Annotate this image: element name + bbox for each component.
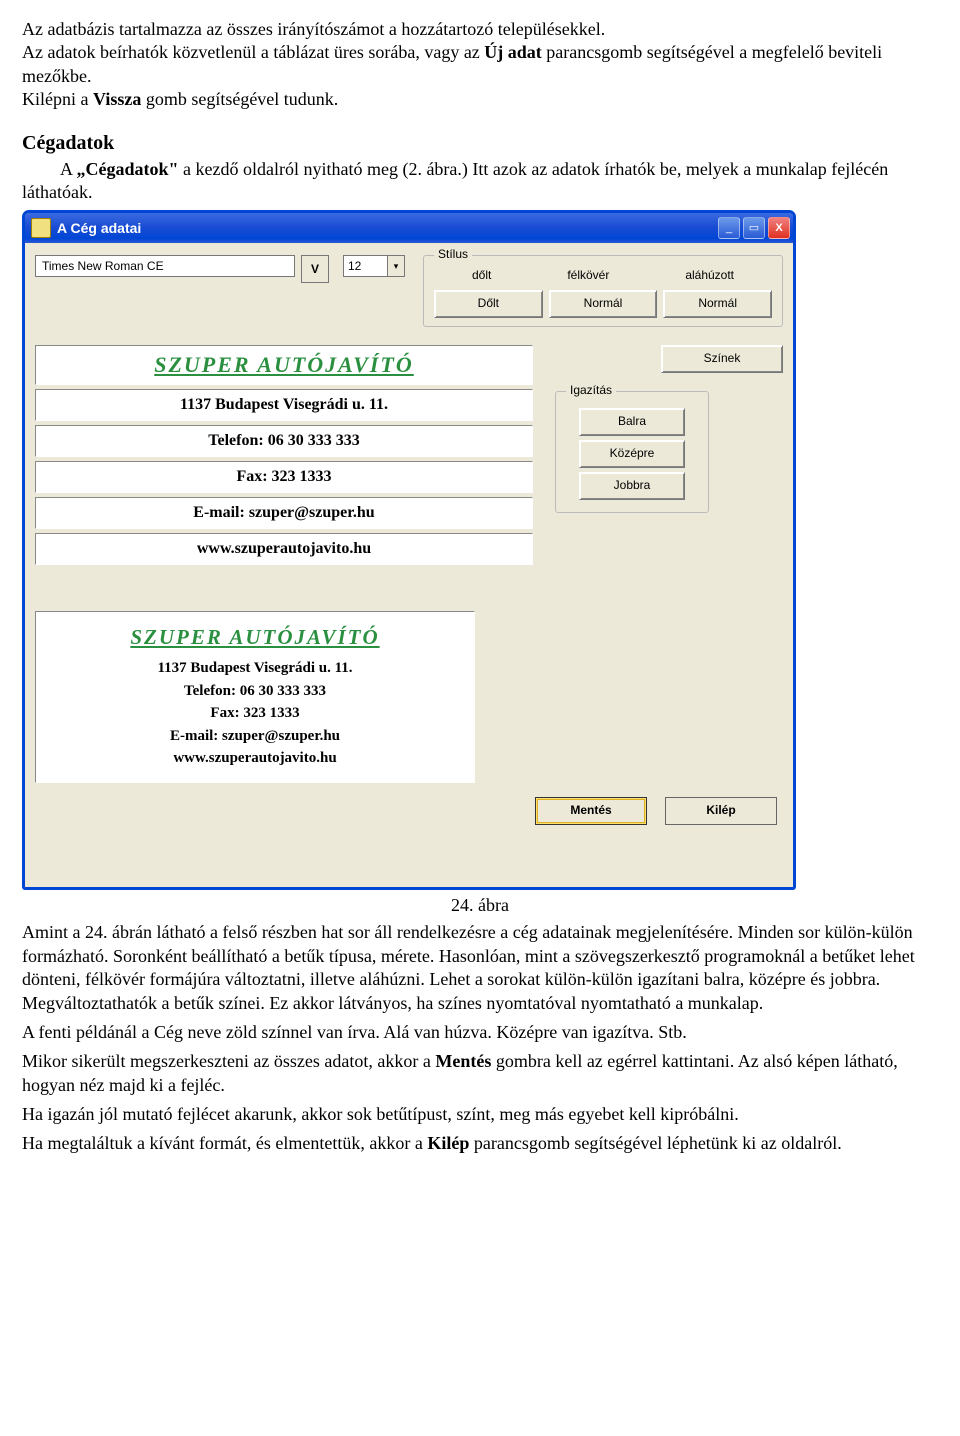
intro-vissza-bold: Vissza <box>93 89 141 109</box>
body-para-1: Amint a 24. ábrán látható a felső részbe… <box>22 921 938 1015</box>
body-para-3: Mikor sikerült megszerkeszteni az összes… <box>22 1050 938 1097</box>
style-underline-button[interactable]: Normál <box>663 290 772 318</box>
company-inputs: SZUPER AUTÓJAVÍTÓ 1137 Budapest Visegrád… <box>35 345 533 569</box>
style-groupbox: Stílus dőlt félkövér aláhúzott Dőlt Norm… <box>423 255 783 327</box>
body-para-2: A fenti példánál a Cég neve zöld színnel… <box>22 1021 938 1044</box>
figure-caption: 24. ábra <box>22 894 938 917</box>
intro-paragraph: Az adatbázis tartalmazza az összes irány… <box>22 18 938 112</box>
minimize-button[interactable]: _ <box>718 217 740 239</box>
p5-a: Ha megtaláltuk a kívánt formát, és elmen… <box>22 1133 427 1153</box>
preview-fax: Fax: 323 1333 <box>50 702 460 725</box>
align-left-button[interactable]: Balra <box>579 408 685 436</box>
font-family-value: Times New Roman CE <box>42 259 164 275</box>
input-company-name[interactable]: SZUPER AUTÓJAVÍTÓ <box>35 345 533 385</box>
font-size-value: 12 <box>348 259 361 275</box>
alignment-legend: Igazítás <box>566 383 616 399</box>
app-icon <box>31 218 51 238</box>
preview-web: www.szuperautojavito.hu <box>50 747 460 770</box>
style-label-bold: félkövér <box>567 268 609 284</box>
intro-ujadat-bold: Új adat <box>484 42 542 62</box>
close-button[interactable]: X <box>768 217 790 239</box>
style-label-italic: dőlt <box>472 268 491 284</box>
p3-a: Mikor sikerült megszerkeszteni az összes… <box>22 1051 435 1071</box>
input-email[interactable]: E-mail: szuper@szuper.hu <box>35 497 533 529</box>
preview-card: SZUPER AUTÓJAVÍTÓ 1137 Budapest Visegrád… <box>35 611 475 783</box>
input-address[interactable]: 1137 Budapest Visegrádi u. 11. <box>35 389 533 421</box>
titlebar: A Cég adatai _ ▭ X <box>25 213 793 243</box>
dialog-window: A Cég adatai _ ▭ X Times New Roman CE V … <box>22 210 796 890</box>
intro-line3b: gomb segítségével tudunk. <box>141 89 338 109</box>
section-lead: A „Cégadatok" a kezdő oldalról nyitható … <box>22 158 938 205</box>
lead-a: A <box>60 159 77 179</box>
font-family-select[interactable]: Times New Roman CE <box>35 255 295 277</box>
p5-b: parancsgomb segítségével léphetünk ki az… <box>469 1133 841 1153</box>
body-para-5: Ha megtaláltuk a kívánt formát, és elmen… <box>22 1132 938 1155</box>
input-fax[interactable]: Fax: 323 1333 <box>35 461 533 493</box>
style-legend: Stílus <box>434 247 472 263</box>
input-web[interactable]: www.szuperautojavito.hu <box>35 533 533 565</box>
font-family-dropdown-button[interactable]: V <box>301 255 329 283</box>
font-size-select[interactable]: 12 ▾ <box>343 255 405 277</box>
alignment-groupbox: Igazítás Balra Középre Jobbra <box>555 391 709 513</box>
intro-line1: Az adatbázis tartalmazza az összes irány… <box>22 19 605 39</box>
intro-line3a: Kilépni a <box>22 89 93 109</box>
p5-kilep-bold: Kilép <box>427 1133 469 1153</box>
chevron-down-icon[interactable]: ▾ <box>387 256 404 276</box>
lead-bold: „Cégadatok" <box>77 159 179 179</box>
p3-mentes-bold: Mentés <box>435 1051 491 1071</box>
align-right-button[interactable]: Jobbra <box>579 472 685 500</box>
colors-button[interactable]: Színek <box>661 345 783 373</box>
style-label-underline: aláhúzott <box>685 268 734 284</box>
intro-line2a: Az adatok beírhatók közvetlenül a tábláz… <box>22 42 484 62</box>
style-bold-button[interactable]: Normál <box>549 290 658 318</box>
body-para-4: Ha igazán jól mutató fejlécet akarunk, a… <box>22 1103 938 1126</box>
style-italic-button[interactable]: Dőlt <box>434 290 543 318</box>
input-phone[interactable]: Telefon: 06 30 333 333 <box>35 425 533 457</box>
preview-address: 1137 Budapest Visegrádi u. 11. <box>50 657 460 680</box>
exit-button[interactable]: Kilép <box>665 797 777 825</box>
align-center-button[interactable]: Középre <box>579 440 685 468</box>
maximize-button[interactable]: ▭ <box>743 217 765 239</box>
preview-phone: Telefon: 06 30 333 333 <box>50 680 460 703</box>
section-title-cegadatok: Cégadatok <box>22 130 938 156</box>
preview-email: E-mail: szuper@szuper.hu <box>50 725 460 748</box>
window-title: A Cég adatai <box>57 219 718 237</box>
preview-company-name: SZUPER AUTÓJAVÍTÓ <box>50 622 460 654</box>
save-button[interactable]: Mentés <box>535 797 647 825</box>
